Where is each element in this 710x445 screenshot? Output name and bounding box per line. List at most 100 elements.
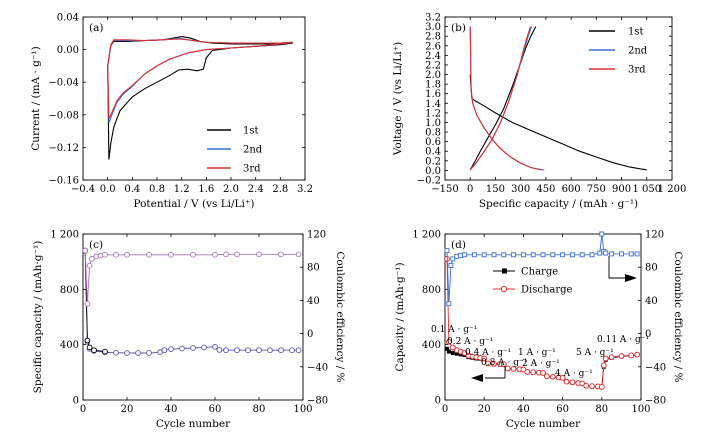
x-tick-label: 100: [631, 404, 650, 415]
y-tick-label: −0.12: [48, 143, 79, 154]
x-tick-label: 40: [517, 404, 530, 415]
legend-label: 2nd: [243, 145, 263, 156]
legend-label: Charge: [521, 267, 558, 278]
data-point: [520, 252, 526, 258]
legend-label: 2nd: [628, 46, 648, 57]
data-point: [135, 350, 141, 356]
y2-axis-label: Coulombic efficiency / %: [334, 251, 346, 382]
data-point: [454, 253, 460, 259]
data-point: [157, 349, 163, 356]
y-tick-label: 0: [73, 396, 79, 407]
rate-annotation: 0.11 A · g⁻¹: [597, 335, 649, 345]
x-tick-label: 0.4: [124, 184, 140, 195]
rate-annotation: 0.1 A · g⁻¹: [431, 325, 477, 335]
data-point: [86, 344, 93, 351]
data-point: [461, 350, 468, 356]
data-point: [124, 251, 130, 258]
data-point: [91, 347, 97, 354]
y-tick-label: 1 200: [50, 230, 79, 241]
data-point: [113, 251, 119, 258]
x-tick-label: 600: [562, 184, 581, 195]
y-tick-label: 0.00: [57, 45, 79, 56]
data-point: [102, 348, 108, 355]
x-tick-label: 80: [253, 404, 266, 415]
x-tick-label: 900: [612, 184, 631, 195]
y-tick-label: 400: [60, 340, 79, 351]
data-point: [450, 350, 455, 355]
series-line-coulombic_efficiency: [84, 250, 299, 304]
x-tick-label: −0.4: [71, 184, 95, 195]
data-point: [295, 251, 302, 258]
y-tick-label: 2.6: [425, 41, 441, 52]
data-point: [560, 252, 566, 258]
y-tick-label: 800: [422, 285, 441, 296]
y-tick-label: 400: [422, 340, 441, 351]
panel-label: (b): [451, 22, 466, 34]
data-point: [491, 360, 497, 367]
data-point: [559, 374, 566, 381]
legend-label: 3rd: [628, 65, 646, 76]
legend-label: 1st: [243, 126, 259, 137]
y2-tick-label: −40: [645, 362, 666, 373]
data-point: [146, 251, 152, 258]
data-point: [454, 351, 459, 356]
data-point: [168, 346, 174, 352]
data-point: [500, 361, 507, 368]
data-point: [583, 382, 590, 389]
data-point: [289, 347, 295, 354]
data-point: [216, 347, 223, 353]
data-point: [589, 383, 595, 390]
y-axis-label: Capacity / (mAh·g⁻¹): [394, 262, 406, 371]
x-tick-label: 60: [556, 404, 569, 415]
data-point: [510, 365, 517, 372]
data-point: [579, 252, 585, 258]
y-tick-label: 2.8: [425, 32, 441, 43]
x-axis-label: Cycle number: [506, 418, 581, 430]
rate-annotation: 0.4 A · g⁻¹: [465, 348, 511, 358]
data-point: [530, 369, 537, 376]
x-axis-label: Potential / V (vs Li/Li⁺): [133, 198, 254, 210]
data-point: [84, 300, 91, 307]
y2-tick-label: 40: [645, 296, 658, 307]
data-point: [190, 345, 196, 351]
data-point: [458, 253, 464, 259]
arrow-right-shaft: [608, 256, 625, 279]
panel-label: (d): [451, 239, 466, 251]
legend-marker: [502, 268, 507, 274]
data-point: [485, 360, 492, 367]
x-tick-label: 60: [209, 404, 222, 415]
rate-annotation: 0.8 A · g⁻¹: [481, 358, 527, 368]
data-point: [471, 252, 477, 258]
legend-label: 1st: [628, 27, 644, 38]
rate-annotation: 5 A · g⁻¹: [576, 348, 614, 358]
y2-tick-label: 120: [307, 230, 326, 241]
data-point: [446, 349, 451, 354]
y-tick-label: −0.2: [417, 176, 441, 187]
y-tick-label: 3.0: [425, 22, 441, 33]
y-tick-label: 0.4: [425, 147, 441, 158]
data-point: [599, 231, 605, 237]
data-point: [161, 347, 168, 354]
series-line-1st: [469, 26, 537, 171]
data-point: [256, 347, 262, 354]
y-tick-label: 1 200: [412, 230, 441, 241]
y2-tick-label: 80: [645, 263, 658, 274]
data-point: [124, 350, 130, 356]
data-point: [563, 378, 570, 385]
y-tick-label: 0.2: [425, 156, 441, 167]
panel-label: (c): [89, 239, 103, 251]
x-tick-label: 40: [165, 404, 178, 415]
x-tick-label: 0.0: [100, 184, 116, 195]
data-point: [444, 248, 450, 254]
legend-label: 3rd: [243, 164, 261, 175]
data-point: [618, 251, 624, 257]
x-tick-label: 450: [536, 184, 555, 195]
x-tick-label: 20: [121, 404, 134, 415]
series-line-1st: [107, 36, 293, 160]
plot-frame: [82, 16, 306, 181]
series-line-capacity: [84, 250, 299, 354]
y-tick-label: 2.2: [425, 60, 441, 71]
x-tick-label: 1.2: [174, 184, 190, 195]
